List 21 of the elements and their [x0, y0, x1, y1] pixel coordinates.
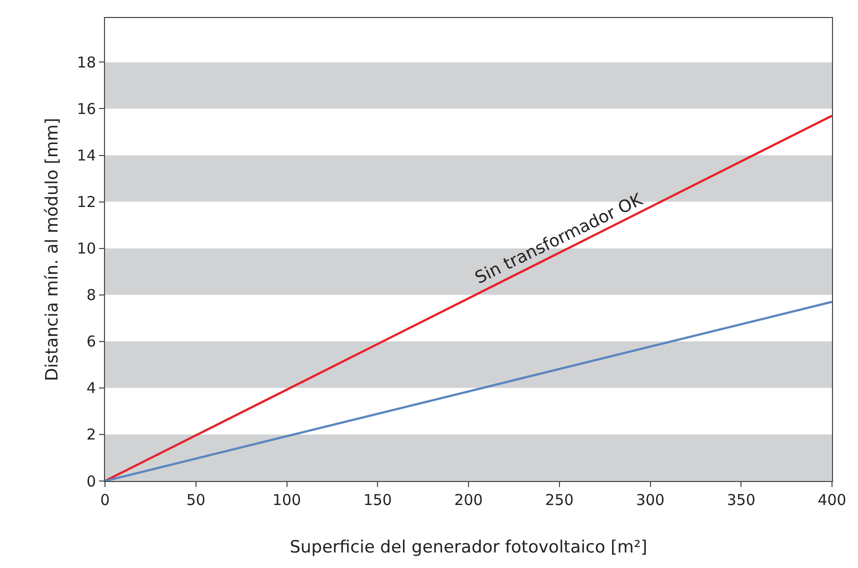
x-tick-label: 100: [272, 491, 302, 509]
y-tick-label: 12: [76, 193, 96, 212]
x-tick-label: 300: [636, 491, 665, 509]
x-tick-label: 400: [818, 491, 846, 509]
x-axis-title: Superficie del generador fotovoltaico [m²]: [290, 537, 648, 558]
x-tick-label: 50: [186, 491, 206, 509]
y-tick-label: 10: [76, 240, 96, 258]
x-tick-label: 350: [726, 491, 756, 509]
x-tick-label: 250: [545, 491, 574, 509]
y-tick-label: 0: [86, 472, 96, 490]
x-tick-label: 200: [454, 491, 483, 509]
y-axis-title: Distancia mín. al módulo [mm]: [42, 118, 62, 382]
y-tick-label: 8: [86, 286, 96, 304]
x-tick-label: 150: [363, 491, 392, 509]
y-tick-label: 6: [86, 332, 96, 351]
x-tick-label: 0: [100, 491, 110, 509]
y-tick-label: 18: [76, 53, 96, 72]
y-tick-label: 14: [76, 146, 96, 165]
y-tick-label: 4: [86, 379, 96, 398]
y-tick-label: 16: [76, 100, 96, 118]
y-tick-label: 2: [86, 426, 96, 444]
